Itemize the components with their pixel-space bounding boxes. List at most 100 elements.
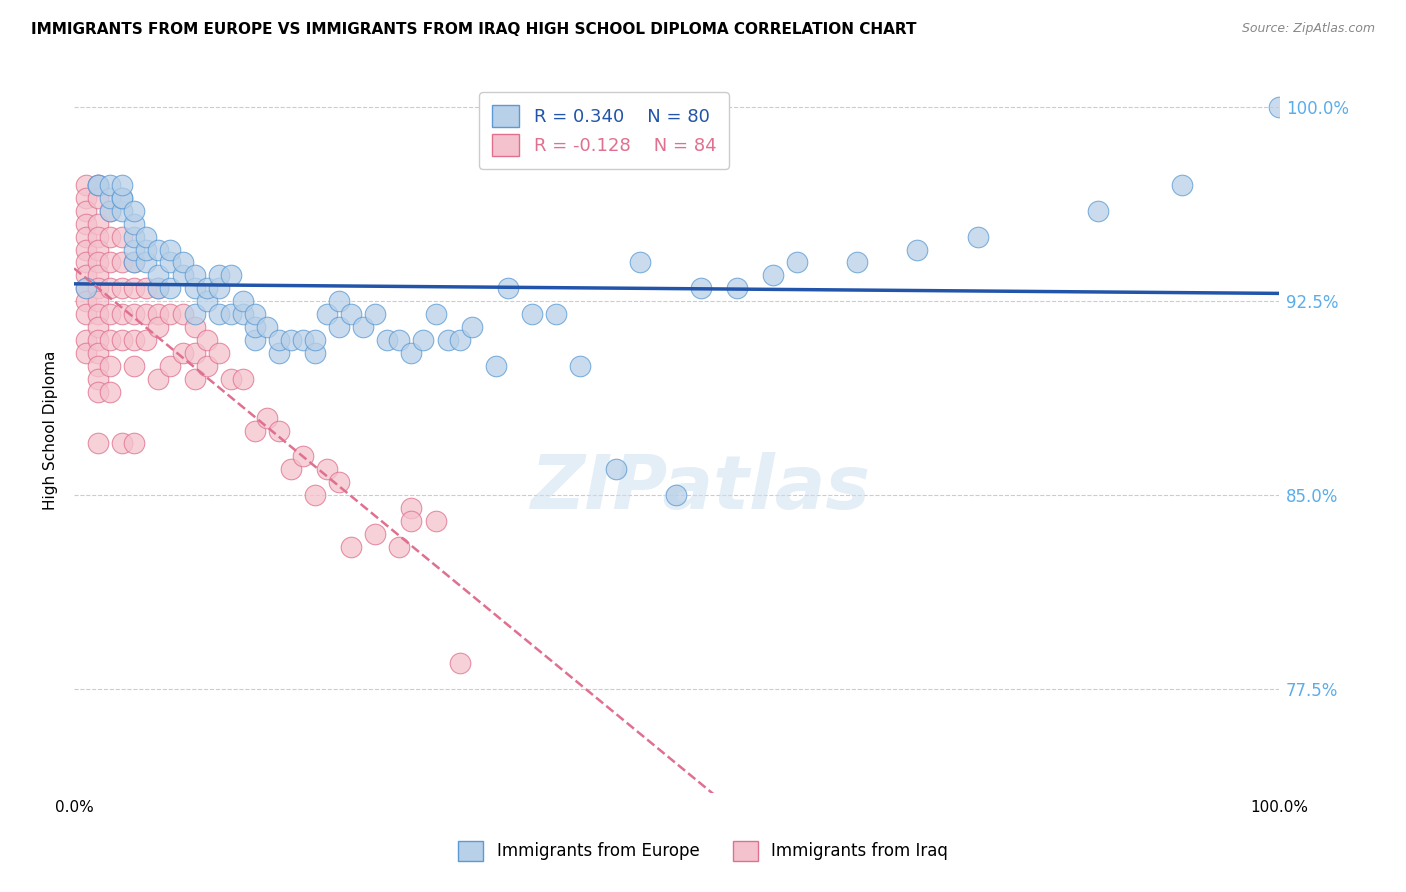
Point: [87, 191, 110, 205]
Point: [689, 281, 711, 295]
Point: [267, 333, 290, 347]
Point: [159, 281, 181, 295]
Point: [219, 268, 242, 283]
Point: [449, 333, 471, 347]
Text: ZIPatlas: ZIPatlas: [530, 452, 870, 525]
Point: [219, 307, 242, 321]
Point: [87, 359, 110, 373]
Point: [665, 488, 688, 502]
Point: [628, 255, 651, 269]
Point: [148, 320, 170, 334]
Point: [135, 333, 157, 347]
Point: [124, 255, 146, 269]
Point: [135, 255, 157, 269]
Point: [280, 333, 302, 347]
Point: [98, 229, 121, 244]
Point: [219, 372, 242, 386]
Point: [725, 281, 748, 295]
Point: [267, 424, 290, 438]
Point: [328, 294, 350, 309]
Point: [159, 359, 181, 373]
Point: [111, 191, 134, 205]
Point: [195, 294, 218, 309]
Point: [316, 307, 339, 321]
Point: [183, 307, 205, 321]
Point: [98, 203, 121, 218]
Point: [195, 281, 218, 295]
Point: [243, 424, 266, 438]
Point: [846, 255, 869, 269]
Point: [1171, 178, 1194, 192]
Point: [195, 359, 218, 373]
Point: [75, 203, 97, 218]
Point: [124, 203, 146, 218]
Point: [195, 333, 218, 347]
Point: [135, 243, 157, 257]
Point: [98, 333, 121, 347]
Point: [87, 268, 110, 283]
Point: [907, 243, 929, 257]
Point: [460, 320, 482, 334]
Point: [966, 229, 988, 244]
Point: [75, 346, 97, 360]
Y-axis label: High School Diploma: High School Diploma: [44, 351, 58, 510]
Point: [148, 268, 170, 283]
Point: [75, 178, 97, 192]
Point: [159, 243, 181, 257]
Point: [183, 346, 205, 360]
Point: [135, 229, 157, 244]
Point: [87, 281, 110, 295]
Point: [159, 307, 181, 321]
Point: [401, 514, 423, 528]
Point: [87, 436, 110, 450]
Point: [124, 255, 146, 269]
Point: [786, 255, 808, 269]
Point: [148, 243, 170, 257]
Point: [375, 333, 398, 347]
Point: [388, 333, 411, 347]
Point: [520, 307, 543, 321]
Point: [75, 294, 97, 309]
Point: [208, 268, 231, 283]
Point: [485, 359, 508, 373]
Point: [159, 255, 181, 269]
Point: [208, 281, 231, 295]
Point: [243, 320, 266, 334]
Point: [352, 320, 374, 334]
Point: [243, 307, 266, 321]
Point: [87, 372, 110, 386]
Point: [124, 436, 146, 450]
Point: [1268, 100, 1291, 114]
Point: [292, 333, 315, 347]
Point: [243, 333, 266, 347]
Point: [75, 281, 97, 295]
Point: [124, 333, 146, 347]
Point: [98, 384, 121, 399]
Point: [172, 307, 194, 321]
Point: [148, 307, 170, 321]
Point: [316, 462, 339, 476]
Point: [75, 243, 97, 257]
Point: [267, 346, 290, 360]
Point: [364, 307, 387, 321]
Point: [328, 320, 350, 334]
Point: [304, 346, 326, 360]
Point: [75, 268, 97, 283]
Point: [425, 514, 447, 528]
Point: [124, 359, 146, 373]
Point: [111, 436, 134, 450]
Point: [183, 320, 205, 334]
Point: [111, 191, 134, 205]
Point: [87, 178, 110, 192]
Point: [111, 178, 134, 192]
Point: [172, 346, 194, 360]
Point: [75, 191, 97, 205]
Point: [75, 229, 97, 244]
Point: [148, 281, 170, 295]
Point: [328, 475, 350, 490]
Point: [172, 255, 194, 269]
Point: [98, 203, 121, 218]
Point: [401, 346, 423, 360]
Point: [87, 384, 110, 399]
Point: [401, 501, 423, 516]
